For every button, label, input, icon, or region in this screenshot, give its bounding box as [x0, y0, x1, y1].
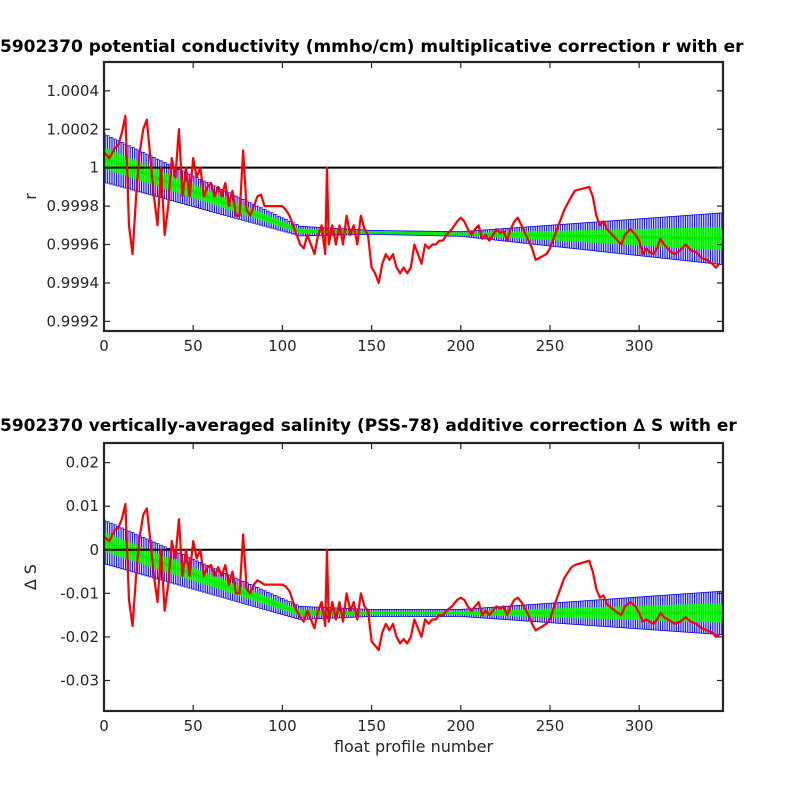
raw-correction-line [104, 114, 721, 285]
y-tick-label: 0.9998 [47, 197, 100, 215]
y-tick-label: -0.03 [60, 671, 99, 689]
x-tick-label: 300 [625, 717, 654, 735]
x-tick-label: 50 [184, 337, 203, 355]
chart-title: 5902370 vertically-averaged salinity (PS… [0, 416, 737, 436]
plot-area [104, 502, 723, 652]
x-tick-label: 150 [357, 337, 386, 355]
y-axis-label: ∆ S [21, 564, 40, 591]
y-tick-label: -0.01 [60, 584, 99, 602]
chart-title: 5902370 potential conductivity (mmho/cm)… [0, 37, 744, 57]
y-tick-label: 0.02 [66, 454, 99, 472]
y-tick-label: -0.02 [60, 628, 99, 646]
x-tick-label: 50 [184, 717, 203, 735]
y-tick-label: 0.9992 [47, 312, 100, 330]
y-tick-label: 1.0002 [47, 120, 100, 138]
chart-panel-1: 0 50 100 150 200 250 300 0.9992 0.9994 0.9996 0.99… [0, 37, 744, 355]
x-tick-label: 200 [446, 717, 475, 735]
x-tick-label: 100 [268, 337, 297, 355]
y-tick-label: 0.01 [66, 497, 99, 515]
x-tick-label: 200 [446, 337, 475, 355]
x-tick-label: 250 [536, 717, 565, 735]
x-tick-label: 150 [357, 717, 386, 735]
axes-box [102, 441, 725, 713]
x-tick-label: 250 [536, 337, 565, 355]
x-tick-label: 300 [625, 337, 654, 355]
x-tick-label: 0 [99, 337, 109, 355]
y-tick-label: 0 [89, 541, 99, 559]
x-tick-label: 0 [99, 717, 109, 735]
fit-markers [104, 532, 723, 623]
raw-correction-line [104, 502, 721, 652]
plot-area [104, 114, 723, 285]
y-axis-label: r [21, 193, 40, 200]
y-tick-label: 1 [89, 159, 99, 177]
x-tick-label: 100 [268, 717, 297, 735]
y-tick-label: 0.9996 [47, 236, 100, 254]
y-tick-label: 0.9994 [47, 274, 100, 292]
y-tick-label: 1.0004 [47, 82, 100, 100]
axes-box [102, 60, 725, 333]
chart-panel-2: 0 50 100 150 200 250 300 -0.03 -0.02 -0.01 0 0.01 0.… [0, 416, 737, 756]
error-bars [104, 133, 723, 265]
x-axis-label: float profile number [334, 737, 494, 756]
